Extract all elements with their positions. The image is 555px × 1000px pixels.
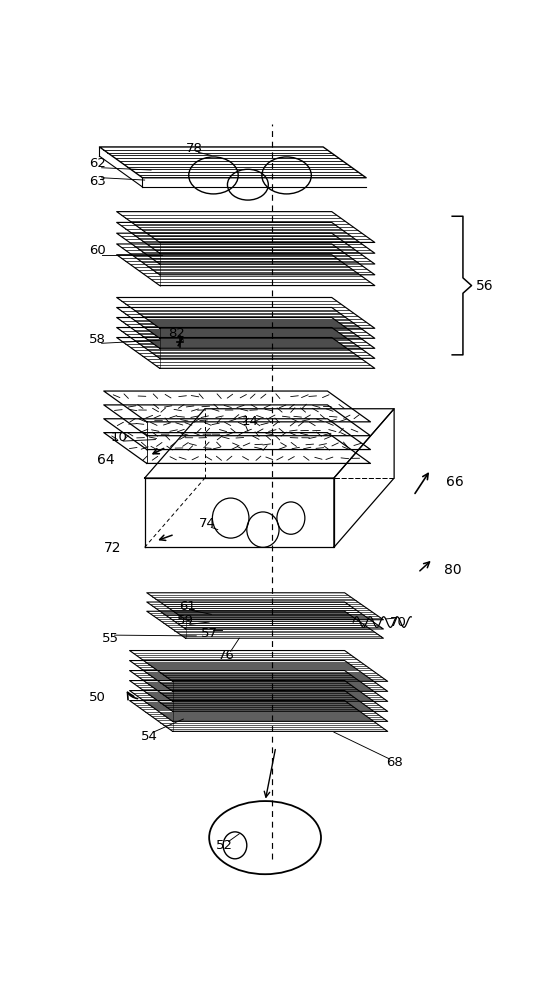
Text: 80: 80 — [443, 563, 461, 577]
Text: 63: 63 — [89, 175, 106, 188]
Text: 55: 55 — [102, 632, 119, 645]
Text: 60: 60 — [89, 244, 105, 257]
Text: 70: 70 — [390, 616, 407, 629]
Text: 56: 56 — [476, 279, 493, 293]
Text: 76: 76 — [218, 649, 235, 662]
Text: 57: 57 — [201, 627, 218, 640]
Text: 74: 74 — [199, 517, 215, 530]
Text: 58: 58 — [89, 333, 106, 346]
Text: 82: 82 — [169, 327, 185, 340]
Text: 66: 66 — [446, 475, 463, 489]
Text: 61: 61 — [179, 600, 196, 613]
Text: 52: 52 — [216, 839, 233, 852]
Text: 54: 54 — [140, 730, 158, 742]
Text: 68: 68 — [386, 756, 402, 769]
Text: 59: 59 — [177, 614, 194, 627]
Text: 72: 72 — [104, 541, 122, 555]
Text: 50: 50 — [89, 691, 106, 704]
Text: 78: 78 — [186, 142, 203, 155]
Text: 62: 62 — [89, 157, 106, 170]
Text: 14: 14 — [241, 415, 259, 428]
Text: 64: 64 — [97, 453, 115, 467]
Text: 10: 10 — [110, 431, 127, 444]
